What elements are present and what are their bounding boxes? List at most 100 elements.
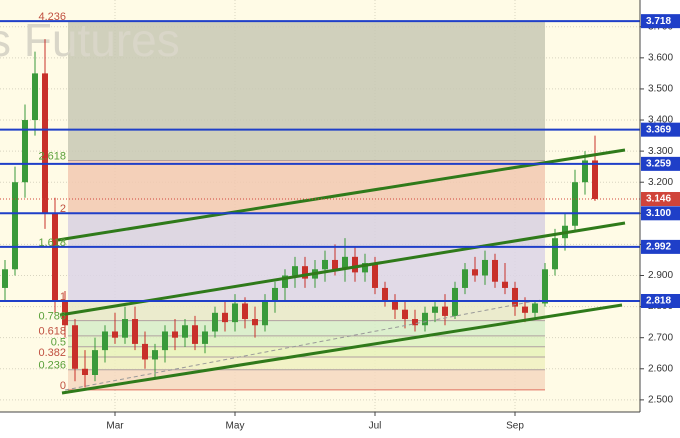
level-label: 3.100 — [646, 208, 671, 219]
last-price-label: 3.146 — [646, 194, 671, 205]
candle-body — [442, 306, 448, 316]
level-box — [641, 14, 680, 29]
candle-body — [152, 350, 158, 360]
candle-body — [12, 182, 18, 270]
candle-body — [592, 160, 598, 200]
fib-label: 1 — [60, 291, 66, 303]
candle-body — [402, 309, 408, 320]
candle-body — [462, 269, 468, 288]
fib-band — [68, 356, 545, 370]
candle-body — [472, 269, 478, 276]
candle-body — [382, 287, 388, 301]
fib-band — [68, 213, 545, 247]
candle-body — [482, 259, 488, 276]
candle-body — [222, 312, 228, 323]
y-tick-label: 3.200 — [648, 177, 673, 188]
fib-label: 0.382 — [38, 347, 66, 359]
x-tick-label: Sep — [506, 421, 524, 432]
candle-body — [272, 287, 278, 301]
candle-body — [82, 368, 88, 375]
y-tick-label: 3.500 — [648, 84, 673, 95]
candle-body — [502, 281, 508, 288]
y-tick-label: 2.900 — [648, 270, 673, 281]
level-box — [641, 206, 680, 221]
candle-body — [22, 120, 28, 183]
y-tick-label: 2.700 — [648, 332, 673, 343]
candle-body — [322, 259, 328, 270]
x-tick-label: Mar — [106, 421, 124, 432]
fib-label: 2.618 — [38, 150, 66, 162]
fib-label: 0 — [60, 380, 66, 392]
candle-body — [512, 287, 518, 307]
candle-body — [262, 300, 268, 326]
candle-body — [42, 73, 48, 214]
candle-body — [422, 312, 428, 326]
level-label: 2.818 — [646, 296, 671, 307]
candle-body — [192, 325, 198, 344]
fib-band — [68, 335, 545, 347]
candle-body — [242, 303, 248, 320]
candle-body — [122, 319, 128, 338]
channel-line — [57, 148, 626, 242]
candle-body — [392, 300, 398, 310]
y-tick-label: 2.500 — [648, 395, 673, 406]
level-label: 2.992 — [646, 242, 671, 253]
candle-body — [182, 325, 188, 338]
y-tick-label: 2.600 — [648, 363, 673, 374]
channel-line — [61, 303, 623, 395]
candle-body — [282, 275, 288, 288]
candle-body — [352, 256, 358, 273]
x-tick-label: May — [226, 421, 245, 432]
candle-body — [112, 331, 118, 338]
candle-body — [572, 182, 578, 226]
watermark: s Futures — [0, 14, 180, 66]
level-box — [641, 239, 680, 254]
level-label: 3.718 — [646, 16, 671, 27]
fib-label: 2 — [60, 203, 66, 215]
candle-body — [412, 319, 418, 326]
fib-band — [68, 346, 545, 357]
x-tick-label: Jul — [369, 421, 382, 432]
candle-body — [72, 325, 78, 369]
fib-label: 0.236 — [38, 360, 66, 372]
candle-body — [362, 263, 368, 273]
level-label: 3.369 — [646, 124, 671, 135]
candle-body — [32, 73, 38, 121]
fib-label: 0.5 — [51, 337, 66, 349]
fib-label: 0.618 — [38, 326, 66, 338]
candle-body — [252, 319, 258, 326]
candle-body — [142, 343, 148, 360]
candle-body — [342, 256, 348, 270]
candle-body — [542, 269, 548, 304]
candle-body — [102, 331, 108, 351]
candle-body — [332, 259, 338, 270]
candle-body — [202, 331, 208, 344]
y-tick-label: 3.600 — [648, 52, 673, 63]
fib-label: 1.618 — [38, 237, 66, 249]
candle-body — [532, 303, 538, 313]
level-box — [641, 156, 680, 171]
candle-body — [212, 312, 218, 332]
fib-band — [68, 300, 545, 321]
candle-body — [582, 160, 588, 183]
candle-body — [432, 306, 438, 313]
candle-body — [162, 331, 168, 351]
candle-body — [522, 306, 528, 313]
fib-band — [68, 160, 545, 214]
channel-line — [59, 221, 626, 317]
candle-body — [232, 303, 238, 323]
candle-body — [52, 213, 58, 301]
candles — [2, 39, 598, 388]
last-price-box — [641, 192, 680, 207]
y-tick-label: 3.400 — [648, 115, 673, 126]
candle-body — [492, 259, 498, 282]
level-box — [641, 293, 680, 308]
candle-body — [172, 331, 178, 338]
candle-body — [552, 238, 558, 270]
level-box — [641, 122, 680, 137]
trend-line — [64, 299, 541, 391]
candle-body — [302, 266, 308, 279]
fib-band — [68, 21, 545, 161]
over-layer: 2.5002.6002.7002.8002.9003.0003.1003.200… — [0, 11, 680, 432]
